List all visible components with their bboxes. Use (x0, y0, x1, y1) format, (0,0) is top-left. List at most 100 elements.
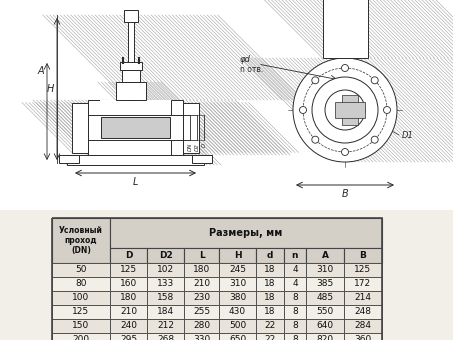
Text: Условный
проход
(DN): Условный проход (DN) (59, 226, 103, 255)
Text: 268: 268 (157, 336, 174, 340)
Bar (335, 102, 365, 118)
Text: 8: 8 (292, 293, 298, 303)
Bar (344, 248, 382, 263)
Bar (147, 305, 184, 319)
Bar (52, 263, 110, 277)
Text: 380: 380 (229, 293, 246, 303)
Text: H: H (234, 251, 241, 260)
Bar (219, 305, 256, 319)
Bar (110, 248, 147, 263)
Bar (110, 305, 147, 319)
Bar (306, 319, 344, 333)
Text: 172: 172 (354, 279, 371, 289)
Text: 18: 18 (264, 279, 276, 289)
Text: 485: 485 (317, 293, 333, 303)
Text: 200: 200 (72, 336, 90, 340)
Text: 212: 212 (157, 322, 174, 330)
Text: A: A (322, 251, 328, 260)
Bar (147, 248, 184, 263)
Text: 214: 214 (355, 293, 371, 303)
Bar (256, 248, 284, 263)
Bar (184, 248, 219, 263)
Text: 18: 18 (264, 307, 276, 317)
Bar (0, 0, 453, 210)
Text: n: n (292, 251, 298, 260)
Bar (110, 319, 147, 333)
Bar (184, 319, 219, 333)
Bar (342, 95, 358, 125)
Text: H: H (47, 84, 54, 94)
Bar (88, 100, 100, 155)
Bar (52, 291, 110, 305)
Bar (284, 305, 306, 319)
Text: 158: 158 (157, 293, 174, 303)
Bar (219, 248, 256, 263)
Text: D2: D2 (194, 143, 199, 151)
Bar (284, 291, 306, 305)
Text: Размеры, мм: Размеры, мм (209, 228, 283, 238)
Bar (110, 291, 147, 305)
Bar (344, 263, 382, 277)
Bar (183, 102, 199, 153)
Circle shape (312, 77, 378, 143)
Bar (323, 0, 367, 58)
Text: 184: 184 (157, 307, 174, 317)
Bar (171, 100, 183, 155)
Bar (256, 305, 284, 319)
Bar (184, 333, 219, 340)
Circle shape (371, 77, 378, 84)
Bar (52, 218, 382, 340)
Text: 180: 180 (120, 293, 137, 303)
Text: 210: 210 (193, 279, 210, 289)
Bar (256, 319, 284, 333)
Text: 640: 640 (317, 322, 333, 330)
Bar (184, 305, 219, 319)
Text: DN: DN (188, 143, 193, 151)
Bar (284, 319, 306, 333)
Bar (128, 15, 134, 100)
Text: L: L (133, 177, 138, 187)
Text: 8: 8 (292, 336, 298, 340)
Bar (100, 100, 171, 155)
Text: 150: 150 (72, 322, 90, 330)
Text: 550: 550 (316, 307, 333, 317)
Bar (219, 277, 256, 291)
Text: D2: D2 (159, 251, 173, 260)
Text: A: A (38, 66, 44, 76)
Text: 820: 820 (317, 336, 333, 340)
Text: 280: 280 (193, 322, 210, 330)
Text: 330: 330 (193, 336, 210, 340)
Circle shape (312, 136, 319, 143)
Bar (219, 263, 256, 277)
Bar (147, 291, 184, 305)
Text: 8: 8 (292, 307, 298, 317)
Text: 360: 360 (354, 336, 371, 340)
Text: d: d (267, 251, 273, 260)
Text: 125: 125 (120, 266, 137, 274)
Bar (147, 277, 184, 291)
Circle shape (299, 106, 307, 114)
Bar (59, 155, 79, 163)
Bar (256, 263, 284, 277)
Bar (306, 333, 344, 340)
Bar (110, 218, 382, 248)
Bar (52, 319, 110, 333)
Bar (219, 291, 256, 305)
Bar (256, 291, 284, 305)
Text: 125: 125 (72, 307, 90, 317)
Text: 22: 22 (265, 336, 275, 340)
Bar (344, 319, 382, 333)
Bar (52, 333, 110, 340)
Text: D: D (125, 251, 132, 260)
Bar (306, 248, 344, 263)
Bar (219, 333, 256, 340)
Text: 22: 22 (265, 322, 275, 330)
Text: 245: 245 (229, 266, 246, 274)
Text: L: L (198, 251, 204, 260)
Text: B: B (342, 189, 348, 199)
Text: 50: 50 (75, 266, 87, 274)
Bar (284, 263, 306, 277)
Text: 430: 430 (229, 307, 246, 317)
Bar (256, 333, 284, 340)
Bar (110, 263, 147, 277)
